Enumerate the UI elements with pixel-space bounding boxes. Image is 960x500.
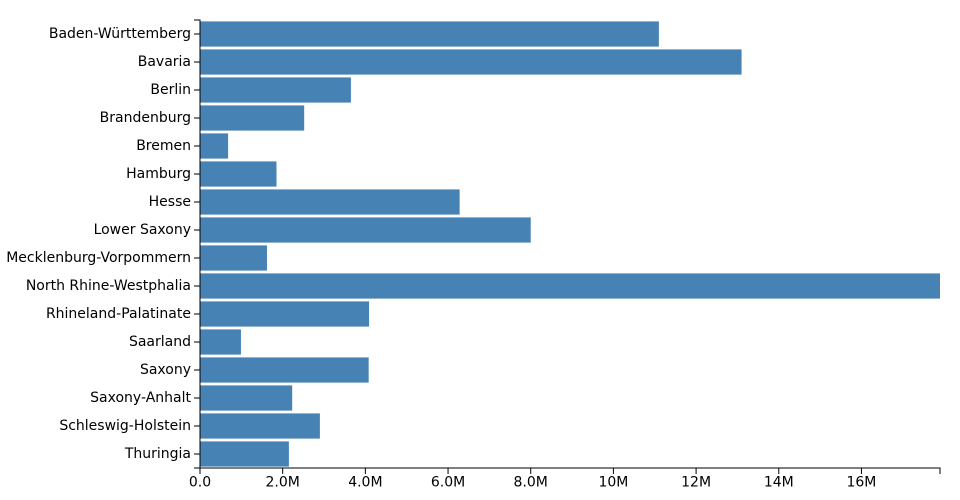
bar <box>200 413 320 439</box>
bar <box>200 133 229 159</box>
bar <box>200 21 659 47</box>
y-tick-label: Bavaria <box>138 54 191 70</box>
y-tick-label: Thuringia <box>124 446 191 462</box>
bar <box>200 49 742 75</box>
x-tick-label: 8.0M <box>514 475 548 491</box>
x-tick-label: 6.0M <box>431 475 465 491</box>
bar <box>200 301 370 327</box>
y-tick-label: Mecklenburg-Vorpommern <box>6 250 191 266</box>
y-tick-label: Saxony <box>140 362 191 378</box>
x-tick-label: 16M <box>846 475 876 491</box>
x-tick-label: 14M <box>764 475 794 491</box>
y-axis: Baden-Württemberg Bavaria Berlin Brandenbur… <box>6 19 201 469</box>
y-tick-label: Berlin <box>150 82 191 98</box>
bar <box>200 357 369 383</box>
x-axis-line <box>199 467 941 474</box>
bars-group <box>200 21 940 467</box>
y-tick-label: Hamburg <box>126 166 191 182</box>
y-tick-label: Saxony-Anhalt <box>90 390 191 406</box>
y-tick-label: Lower Saxony <box>94 222 191 238</box>
bar <box>200 245 267 271</box>
y-tick-label: Brandenburg <box>100 110 191 126</box>
bar <box>200 217 531 243</box>
bar <box>200 161 277 187</box>
y-tick-label: Hesse <box>149 194 191 210</box>
y-tick-label: Saarland <box>129 334 191 350</box>
y-tick-label: Schleswig-Holstein <box>59 418 191 434</box>
bar <box>200 189 460 215</box>
bar <box>200 105 305 131</box>
x-tick-label: 2.0M <box>266 475 300 491</box>
y-tick-label: North Rhine-Westphalia <box>26 278 191 294</box>
x-axis: 0.0 2.0M 4.0M 6.0M 8.0M 10M 12M 14M 16M <box>189 467 941 491</box>
y-axis-line <box>194 19 201 469</box>
x-tick-label: 12M <box>681 475 711 491</box>
bar <box>200 77 351 103</box>
bar <box>200 385 293 411</box>
y-tick-label: Bremen <box>136 138 191 154</box>
x-tick-label: 0.0 <box>189 475 211 491</box>
y-tick-label: Baden-Württemberg <box>49 26 191 42</box>
bar <box>200 273 940 299</box>
bar <box>200 441 289 467</box>
bar <box>200 329 241 355</box>
y-tick-label: Rhineland-Palatinate <box>46 306 191 322</box>
x-tick-label: 10M <box>598 475 628 491</box>
x-tick-label: 4.0M <box>348 475 382 491</box>
